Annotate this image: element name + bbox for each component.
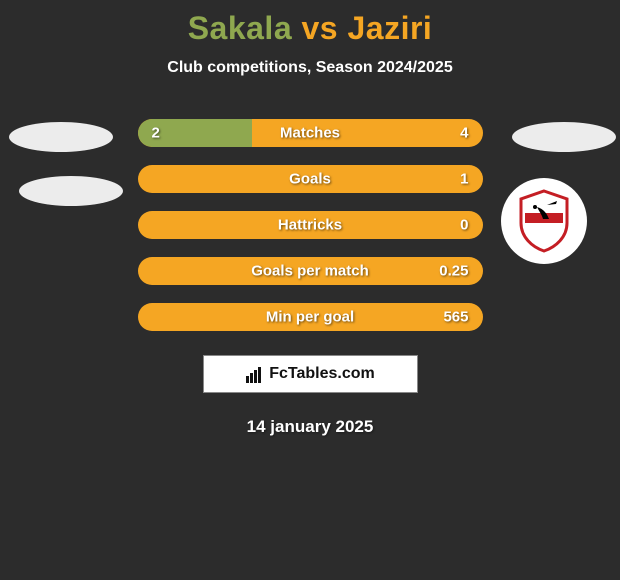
date: 14 january 2025 — [0, 417, 620, 437]
stat-label: Goals per match — [251, 263, 369, 280]
stat-row: Min per goal 565 — [138, 303, 483, 331]
stat-row: 2 Matches 4 — [138, 119, 483, 147]
subtitle: Club competitions, Season 2024/2025 — [0, 59, 620, 77]
player-left-badge-top — [9, 122, 113, 152]
stat-row: Goals 1 — [138, 165, 483, 193]
stat-label: Min per goal — [266, 309, 354, 326]
club-logo-right — [501, 178, 587, 264]
stats-container: 2 Matches 4 Goals 1 Hattricks 0 Goals per match… — [138, 119, 483, 331]
stat-label: Matches — [280, 125, 340, 142]
title-vs: vs — [302, 10, 339, 46]
stat-value-right: 4 — [460, 125, 468, 142]
player-right-name: Jaziri — [347, 10, 432, 46]
player-left-name: Sakala — [188, 10, 292, 46]
stat-value-right: 565 — [443, 309, 468, 326]
stat-label: Goals — [289, 171, 331, 188]
stat-row: Goals per match 0.25 — [138, 257, 483, 285]
stat-value-right: 1 — [460, 171, 468, 188]
bars-icon — [245, 365, 263, 383]
stat-value-right: 0 — [460, 217, 468, 234]
player-right-badge-top — [512, 122, 616, 152]
zamalek-shield-icon — [517, 189, 571, 253]
brand-text: FcTables.com — [269, 365, 375, 383]
source-brand[interactable]: FcTables.com — [203, 355, 418, 393]
stat-value-left: 2 — [152, 125, 160, 142]
stat-value-right: 0.25 — [439, 263, 468, 280]
player-left-badge-bottom — [19, 176, 123, 206]
stat-row: Hattricks 0 — [138, 211, 483, 239]
comparison-title: Sakala vs Jaziri — [0, 0, 620, 47]
stat-label: Hattricks — [278, 217, 342, 234]
